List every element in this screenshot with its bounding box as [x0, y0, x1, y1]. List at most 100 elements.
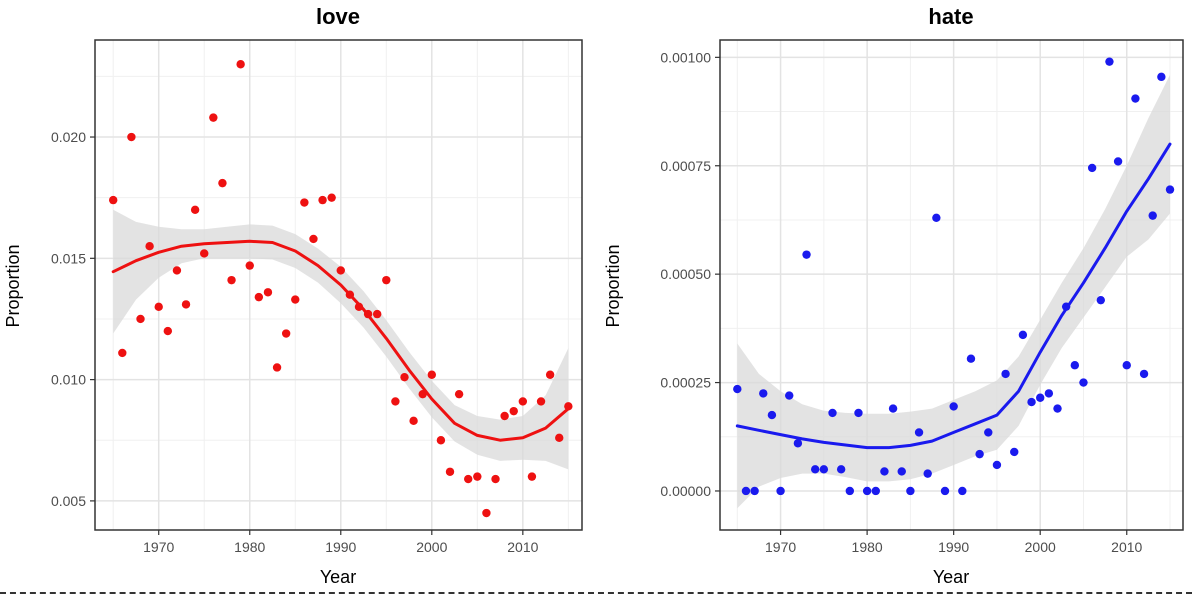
hate-data-point — [1027, 397, 1036, 407]
love-data-point — [163, 326, 173, 336]
hate-data-point — [1018, 330, 1028, 340]
hate-data-point — [1010, 447, 1019, 457]
hate-data-point — [1157, 72, 1166, 82]
hate-y-tick-label: 0.00050 — [660, 266, 711, 282]
hate-data-point — [897, 467, 906, 476]
love-data-point — [145, 241, 154, 251]
hate-data-point — [1148, 211, 1157, 220]
love-confidence-band — [113, 209, 569, 470]
hate-data-point — [1001, 369, 1010, 379]
love-data-point — [327, 193, 336, 202]
love-data-point — [509, 406, 518, 416]
hate-data-point — [1096, 295, 1105, 305]
hate-data-point — [1105, 57, 1114, 66]
love-data-point — [181, 300, 191, 309]
hate-data-point — [923, 469, 932, 478]
hate-x-tick-label: 2010 — [1111, 539, 1142, 555]
love-data-point — [545, 370, 555, 379]
hate-data-point — [767, 410, 777, 420]
hate-data-point — [733, 384, 742, 394]
hate-x-axis-label: Year — [933, 567, 969, 587]
hate-data-point — [862, 486, 872, 496]
hate-data-point — [914, 428, 924, 437]
love-data-point — [445, 467, 455, 476]
hate-data-point — [785, 391, 794, 400]
hate-data-point — [802, 250, 811, 259]
hate-x-tick-label: 2000 — [1025, 539, 1056, 555]
hate-data-point — [1131, 94, 1140, 103]
love-data-point — [272, 363, 282, 372]
hate-y-tick-label: 0.00025 — [660, 375, 711, 391]
love-data-point — [190, 205, 200, 215]
love-smooth-line — [111, 239, 570, 442]
love-data-point — [318, 195, 327, 205]
love-x-tick-label: 1970 — [143, 539, 174, 555]
love-data-point — [427, 370, 437, 379]
love-data-point — [555, 433, 564, 443]
love-data-point — [527, 472, 537, 481]
hate-y-tick-label: 0.00100 — [660, 49, 711, 65]
hate-data-point — [836, 465, 846, 474]
love-y-tick-label: 0.010 — [51, 372, 86, 388]
hate-data-point — [810, 465, 820, 474]
love-data-point — [391, 397, 400, 406]
hate-data-point — [845, 486, 855, 496]
hate-data-point — [854, 408, 863, 418]
hate-data-point — [966, 354, 976, 363]
hate-data-point — [1036, 393, 1045, 402]
love-x-tick-label: 1990 — [325, 539, 356, 555]
hate-data-point — [1139, 369, 1149, 379]
love-data-point — [336, 266, 345, 275]
love-data-point — [245, 261, 254, 270]
love-data-point — [118, 348, 127, 358]
hate-data-point — [750, 486, 759, 496]
love-data-point — [291, 295, 300, 304]
love-data-point — [309, 234, 318, 244]
love-panel: love Proportion Year 1970 1980 1990 2000 201… — [3, 4, 583, 587]
love-data-point — [464, 474, 473, 484]
love-data-point — [281, 329, 291, 338]
love-y-tick-label: 0.020 — [51, 129, 86, 145]
hate-x-tick-label: 1980 — [852, 539, 883, 555]
hate-y-tick-label: 0.00075 — [660, 158, 711, 174]
hate-data-point — [906, 486, 915, 496]
hate-data-point — [793, 439, 803, 448]
love-data-point — [409, 416, 418, 426]
hate-data-point — [1079, 378, 1088, 387]
hate-data-point — [880, 467, 889, 476]
hate-data-point — [958, 486, 967, 496]
hate-panel-title: hate — [928, 4, 973, 29]
hate-confidence-band — [737, 74, 1170, 509]
love-data-point — [436, 436, 446, 445]
hate-data-point — [1053, 404, 1062, 413]
hate-panel-border — [719, 39, 1184, 531]
love-data-point — [500, 411, 509, 421]
love-data-point — [536, 397, 546, 406]
love-data-point — [200, 249, 209, 258]
hate-data-point — [932, 213, 941, 222]
love-plot-area — [94, 39, 583, 531]
love-data-point — [372, 309, 382, 319]
love-x-tick-label: 1980 — [234, 539, 265, 555]
hate-y-tick-label: 0.00000 — [660, 483, 711, 499]
bottom-dashed-rule — [0, 592, 1192, 594]
hate-data-point — [871, 486, 880, 496]
love-data-point — [172, 266, 182, 275]
love-data-point — [127, 132, 136, 142]
love-data-point — [209, 113, 218, 122]
love-data-point — [382, 275, 391, 285]
love-data-point — [227, 275, 236, 285]
love-data-point — [300, 198, 309, 207]
hate-data-point — [1070, 361, 1080, 370]
hate-plot-area — [719, 39, 1184, 531]
love-panel-title: love — [316, 4, 360, 29]
hate-data-point — [1113, 157, 1123, 166]
love-x-tick-label: 2000 — [416, 539, 447, 555]
love-y-tick-label: 0.005 — [51, 493, 86, 509]
hate-data-point — [776, 486, 785, 496]
love-data-point — [482, 508, 491, 518]
love-data-point — [454, 389, 464, 399]
hate-y-axis-label: Proportion — [603, 244, 623, 327]
hate-smooth-line — [735, 142, 1172, 450]
hate-data-point — [992, 460, 1002, 470]
